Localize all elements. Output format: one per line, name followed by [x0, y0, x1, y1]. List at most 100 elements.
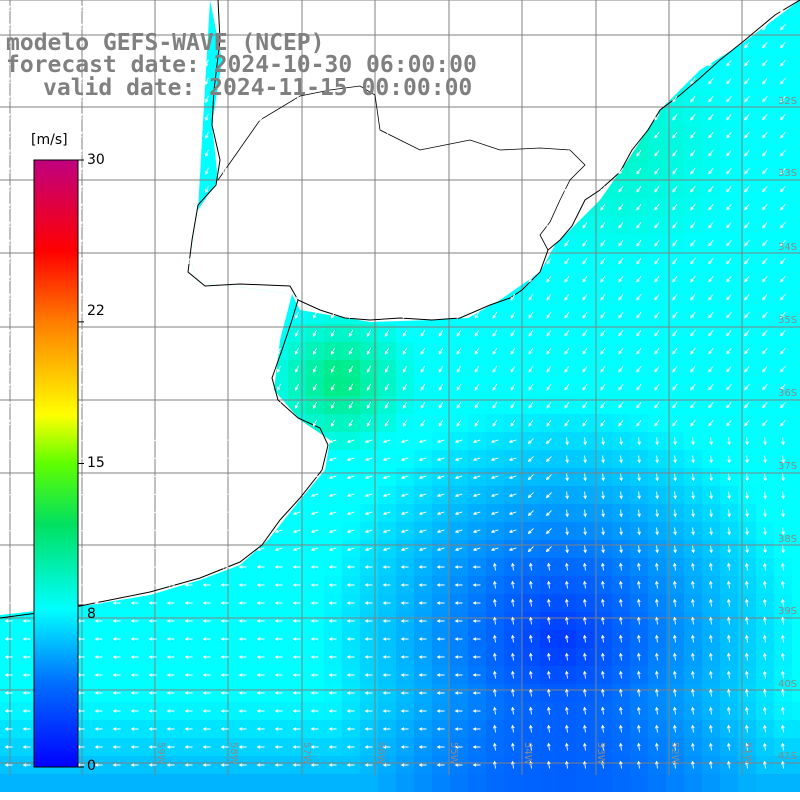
wind-arrow	[600, 311, 606, 319]
wind-arrow	[745, 473, 749, 482]
wind-arrow	[582, 670, 587, 679]
wind-arrow	[148, 457, 157, 462]
wind-arrow	[528, 131, 534, 139]
wind-arrow	[672, 185, 678, 193]
wind-cell	[54, 774, 72, 792]
wind-arrow	[654, 23, 660, 31]
wind-arrow	[474, 329, 480, 337]
wind-arrow	[78, 95, 83, 104]
colorbar-tick-label: 0	[87, 758, 96, 774]
wind-arrow	[762, 294, 768, 301]
wind-arrow	[6, 293, 11, 302]
wind-arrow	[366, 203, 372, 211]
wind-arrow	[565, 491, 569, 500]
wind-arrow	[672, 365, 678, 373]
wind-arrow	[184, 475, 193, 480]
wind-arrow	[330, 41, 335, 49]
wind-arrow	[204, 383, 209, 392]
wind-arrow	[292, 493, 301, 498]
wind-arrow	[472, 583, 481, 587]
wind-arrow	[186, 203, 191, 212]
wind-arrow	[456, 365, 462, 373]
wind-arrow	[384, 221, 390, 229]
wind-arrow	[222, 275, 227, 284]
wind-arrow	[256, 457, 265, 462]
wind-arrow	[364, 601, 373, 605]
wind-arrow	[112, 583, 121, 587]
wind-cell	[792, 738, 800, 756]
wind-arrow	[276, 275, 281, 283]
wind-cell	[648, 774, 666, 792]
wind-arrow	[472, 727, 481, 731]
wind-arrow	[384, 77, 390, 85]
wind-arrow	[510, 167, 516, 175]
wind-cell	[306, 774, 324, 792]
wind-arrow	[636, 401, 642, 409]
wind-arrow	[114, 383, 119, 392]
wind-arrow	[781, 509, 785, 518]
wind-arrow	[150, 5, 155, 14]
wind-arrow	[654, 113, 660, 121]
wind-arrow	[438, 185, 444, 193]
wind-arrow	[238, 493, 247, 498]
wind-arrow	[672, 275, 678, 283]
wind-cell	[576, 774, 594, 792]
wind-arrow	[582, 23, 588, 31]
wind-arrow	[220, 457, 229, 462]
wind-arrow	[436, 511, 445, 516]
wind-arrow	[222, 167, 227, 176]
wind-arrow	[637, 545, 641, 554]
wind-arrow	[24, 185, 29, 194]
wind-arrow	[148, 673, 157, 677]
wind-arrow	[654, 419, 660, 427]
wind-arrow	[222, 59, 227, 68]
wind-arrow	[726, 114, 732, 121]
wind-arrow	[238, 763, 247, 767]
wind-arrow	[564, 149, 570, 157]
wind-arrow	[420, 131, 426, 139]
wind-arrow	[312, 23, 317, 31]
wind-arrow	[346, 475, 355, 480]
wind-arrow	[366, 185, 372, 193]
wind-arrow	[508, 493, 517, 498]
wind-arrow	[168, 221, 173, 230]
wind-arrow	[22, 637, 31, 641]
wind-arrow	[186, 239, 191, 248]
wind-arrow	[654, 149, 660, 157]
wind-arrow	[780, 402, 786, 409]
wind-arrow	[330, 275, 335, 283]
wind-arrow	[637, 455, 641, 464]
wind-arrow	[546, 59, 552, 67]
wind-arrow	[96, 5, 101, 14]
wind-arrow	[96, 113, 101, 122]
wind-arrow	[346, 655, 355, 659]
wind-arrow	[636, 41, 642, 49]
wind-arrow	[384, 329, 390, 337]
wind-arrow	[184, 583, 193, 587]
wind-arrow	[220, 691, 229, 695]
wind-arrow	[312, 293, 317, 301]
wind-arrow	[619, 527, 623, 536]
longitude-label: 53W	[595, 742, 606, 765]
wind-arrow	[78, 365, 83, 374]
wind-arrow	[582, 616, 587, 625]
wind-arrow	[492, 203, 498, 211]
wind-arrow	[636, 688, 641, 697]
wind-arrow	[690, 365, 696, 373]
wind-arrow	[582, 634, 587, 643]
wind-arrow	[4, 637, 13, 641]
wind-arrow	[400, 457, 409, 462]
wind-arrow	[294, 365, 299, 373]
wind-arrow	[708, 24, 714, 31]
wind-arrow	[6, 401, 11, 410]
wind-arrow	[6, 383, 11, 392]
wind-arrow	[294, 401, 299, 409]
wind-arrow	[492, 760, 497, 769]
wind-arrow	[600, 41, 606, 49]
wind-arrow	[510, 383, 516, 391]
wind-arrow	[328, 457, 337, 462]
wind-arrow	[454, 619, 463, 623]
wind-arrow	[312, 221, 317, 229]
wind-arrow	[310, 601, 319, 605]
wind-arrow	[96, 293, 101, 302]
